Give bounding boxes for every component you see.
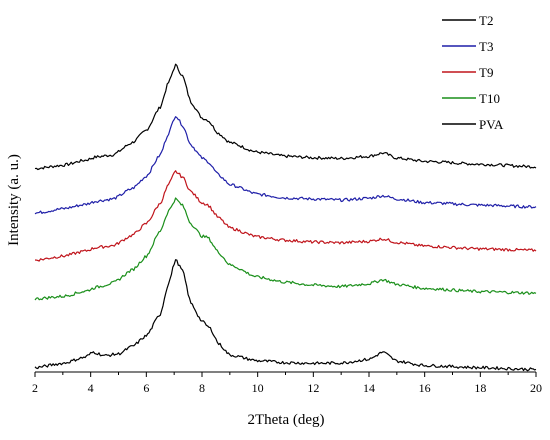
series-line-t2 <box>34 63 537 171</box>
series-line-pva <box>34 259 537 372</box>
x-tick-label: 12 <box>307 381 319 395</box>
x-tick-label: 6 <box>143 381 149 395</box>
legend-label-t2: T2 <box>479 13 493 28</box>
x-tick-label: 18 <box>474 381 486 395</box>
x-tick-label: 8 <box>199 381 205 395</box>
series-line-t10 <box>34 197 537 301</box>
series-lines <box>34 63 537 372</box>
x-axis-ticks: 2 4 6 8 10 12 14 16 18 20 <box>32 372 542 395</box>
x-tick-label: 14 <box>363 381 375 395</box>
legend-label-pva: PVA <box>479 117 504 132</box>
x-tick-label: 2 <box>32 381 38 395</box>
y-axis-title: Intensity (a. u.) <box>6 154 22 246</box>
legend-label-t10: T10 <box>479 91 500 106</box>
series-line-t9 <box>34 170 537 262</box>
x-tick-label: 10 <box>252 381 264 395</box>
x-axis-title: 2Theta (deg) <box>247 412 324 428</box>
plot-area: 2 4 6 8 10 12 14 16 18 20 <box>32 63 542 395</box>
legend-label-t3: T3 <box>479 39 493 54</box>
x-tick-label: 20 <box>530 381 542 395</box>
series-line-t3 <box>34 116 537 215</box>
legend: T2 T3 T9 T10 PVA <box>442 13 504 132</box>
legend-label-t9: T9 <box>479 65 493 80</box>
x-tick-label: 16 <box>419 381 431 395</box>
x-tick-label: 4 <box>88 381 94 395</box>
